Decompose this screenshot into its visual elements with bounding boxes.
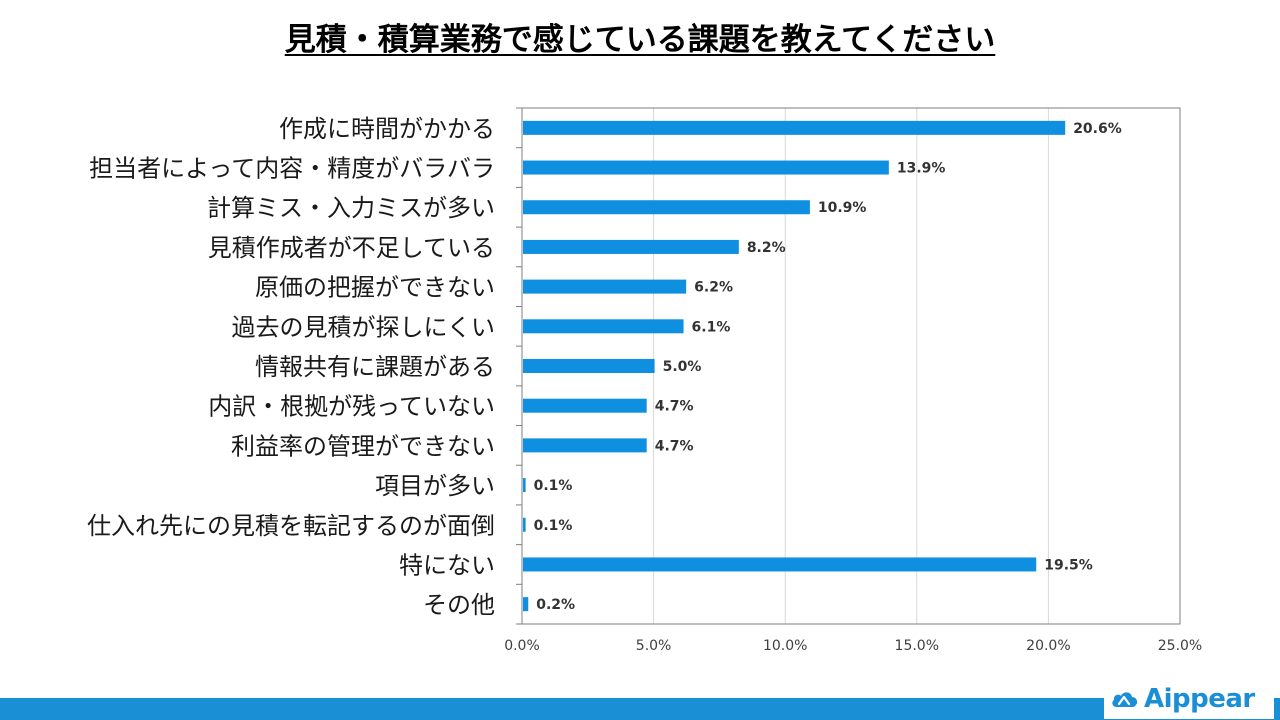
value-label: 4.7%: [655, 438, 694, 454]
bar: [523, 517, 526, 532]
logo-text: Aippear: [1144, 684, 1255, 714]
category-label: その他: [423, 591, 495, 619]
value-label: 8.2%: [747, 240, 786, 256]
value-label: 0.2%: [536, 597, 575, 613]
bar: [523, 200, 810, 215]
bar: [523, 597, 529, 612]
bar: [523, 478, 526, 493]
bar: [523, 438, 647, 453]
chart-title-text: 見積・積算業務で感じている課題を教えてください: [284, 22, 996, 58]
value-label: 10.9%: [818, 200, 867, 216]
category-label: 項目が多い: [375, 472, 495, 500]
x-tick-label: 10.0%: [763, 638, 807, 654]
footer-bar: [0, 698, 1280, 720]
category-label: 計算ミス・入力ミスが多い: [207, 194, 495, 222]
x-tick-label: 15.0%: [895, 638, 939, 654]
value-label: 6.2%: [694, 280, 733, 296]
bar-chart: 20.6% 作成に時間がかかる 13.9% 担当者によって内容・精度がバラバラ 10.9…: [87, 107, 1202, 654]
value-label: 13.9%: [897, 161, 946, 177]
bar: [523, 120, 1066, 135]
bar: [523, 160, 889, 175]
brand-logo: Aippear: [1104, 679, 1274, 719]
value-label: 5.0%: [663, 359, 702, 375]
category-label: 仕入れ先にの見積を転記するのが面倒: [87, 512, 495, 540]
category-label: 過去の見積が探しにくい: [231, 313, 495, 341]
x-tick-label: 25.0%: [1158, 638, 1202, 654]
value-label: 0.1%: [534, 518, 573, 534]
value-label: 0.1%: [534, 478, 573, 494]
category-label: 特にない: [399, 551, 495, 579]
x-tick-label: 5.0%: [636, 638, 672, 654]
x-tick-label: 0.0%: [504, 638, 540, 654]
category-label: 原価の把握ができない: [255, 274, 495, 302]
category-label: 担当者によって内容・精度がバラバラ: [89, 155, 495, 183]
cloud-logo-icon: [1112, 692, 1138, 707]
x-tick-label: 20.0%: [1026, 638, 1070, 654]
value-label: 20.6%: [1073, 121, 1122, 137]
category-label: 作成に時間がかかる: [279, 115, 495, 143]
bar: [523, 239, 739, 254]
bar: [523, 557, 1037, 572]
category-label: 情報共有に課題がある: [255, 353, 495, 381]
category-label: 内訳・根拠が残っていない: [208, 393, 495, 421]
plot-frame: [521, 107, 1181, 625]
value-label: 4.7%: [655, 399, 694, 415]
bar: [523, 279, 687, 294]
bar: [523, 319, 684, 334]
category-label: 見積作成者が不足している: [208, 234, 495, 262]
value-label: 19.5%: [1044, 557, 1093, 573]
category-label: 利益率の管理ができない: [231, 432, 495, 460]
bar: [523, 359, 655, 373]
bar: [523, 398, 647, 413]
chart-title: 見積・積算業務で感じている課題を教えてください: [0, 14, 1280, 59]
value-label: 6.1%: [692, 319, 731, 335]
